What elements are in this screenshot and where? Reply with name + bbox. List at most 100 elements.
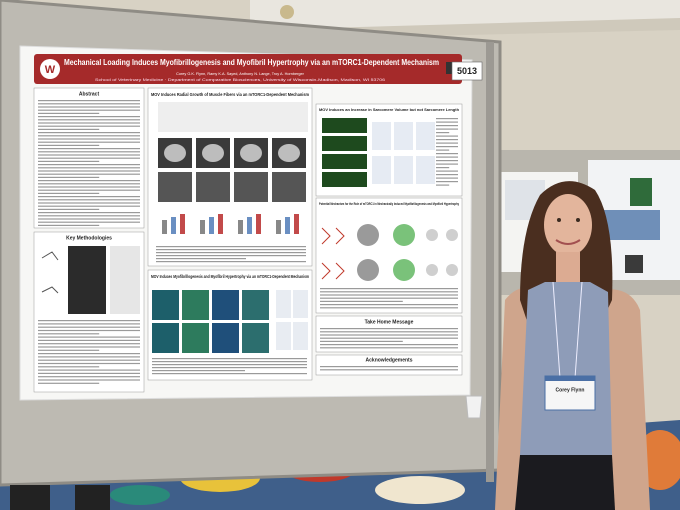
person-legs [75,485,110,510]
text-line [38,376,140,378]
micrograph [272,172,306,202]
text-line [38,138,140,140]
text-line [320,300,403,302]
bar-icon [276,220,281,234]
person-legs [10,485,50,510]
text-line [38,176,100,178]
text-line [38,173,140,175]
text-line [156,261,306,263]
myofib-figures [152,290,308,375]
text-line [320,294,458,296]
micrograph [152,290,179,320]
text-line [436,184,450,186]
bar-icon [247,217,252,234]
text-line [38,339,140,341]
woman-eye [576,218,580,222]
text-line [156,252,306,254]
text-line [436,163,458,165]
text-line [38,183,140,185]
text-line [38,186,140,188]
chart-icon [372,156,391,184]
bar-icon [218,214,223,234]
cup [465,395,483,419]
bar-icon [162,220,167,234]
text-line [436,139,458,141]
micrograph [182,323,209,353]
micrograph [212,323,239,353]
section-heading: Potential Mechanism for the Role of mTOR… [319,202,460,206]
text-line [152,367,307,369]
text-line [152,370,245,372]
text-line [320,291,458,293]
text-line [38,356,140,358]
mechanism-icon [335,227,345,245]
text-line [38,382,100,384]
text-line [38,333,100,335]
chart-icon [416,156,435,184]
text-line [38,372,140,374]
text-line [436,153,458,155]
mechanism-node [446,229,458,241]
chart-icon [394,156,413,184]
text-line [38,116,140,118]
text-line [38,144,100,146]
bar-icon [285,217,290,234]
fiber [278,144,300,162]
text-line [320,344,458,346]
bar-icon [256,214,261,234]
text-line [38,336,140,338]
text-line [320,340,403,342]
text-line [38,379,140,381]
lanyard [552,281,583,379]
section-heading: MOV Induces Radial Growth of Muscle Fibe… [151,92,309,97]
micrograph [322,172,367,187]
text-line [38,199,140,201]
micrograph [196,172,230,202]
text-line [320,334,458,336]
chart-icon [293,322,308,350]
chart-icon [276,322,291,350]
method-image [68,246,106,314]
poster-affiliation: School of Veterinary Medicine · Departme… [95,78,385,82]
text-line [38,208,100,210]
poster-number: 5013 [457,66,477,76]
woman-smile [555,239,581,245]
micrograph [158,172,192,202]
text-line [320,307,458,309]
text-line [156,255,306,257]
text-line [436,125,458,127]
text-line [320,369,458,371]
mechanism-node [393,224,415,246]
text-line [436,132,450,134]
poster-authors: Corey G.K. Flynn, Ramy K.A. Sayed, Antho… [176,72,304,76]
chart-icon [372,122,391,150]
diagram [158,102,308,132]
text-line [436,135,458,137]
text-line [320,337,458,339]
text-line [38,151,140,153]
micrograph [322,154,367,169]
text-line [436,174,458,176]
section-heading: Take Home Message [365,319,414,325]
mechanism-icon [321,227,331,245]
section-heading: MOV Induces Myofibrillogenesis and Myofi… [151,274,309,279]
woman-eye [557,218,561,222]
text-line [38,189,140,191]
section-heading: Acknowledgements [366,357,413,363]
text-line [152,364,307,366]
bar-icon [294,214,299,234]
bar-icon [209,217,214,234]
poster-title: Mechanical Loading Induces Myofibrilloge… [64,58,439,67]
text-line [436,118,458,120]
text-line [38,122,140,124]
text-line [38,157,140,159]
fiber [164,144,186,162]
text-line [320,297,458,299]
text-line [436,128,458,130]
text-line [436,160,458,162]
bar-icon [200,220,205,234]
uw-logo [40,59,60,79]
woman-top [520,282,612,455]
chart-icon [276,290,291,318]
